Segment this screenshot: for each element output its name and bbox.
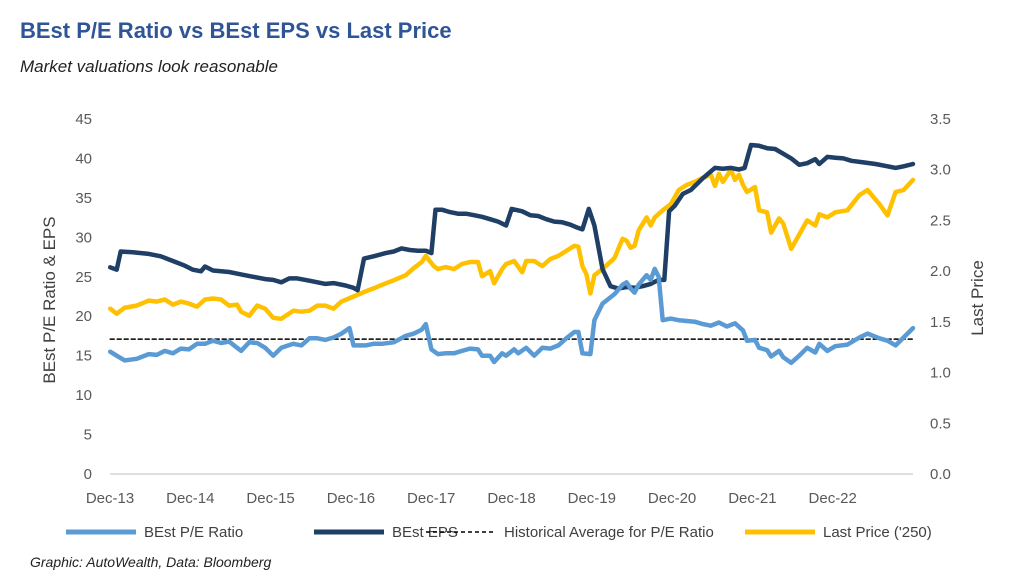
- legend-historical-average: Historical Average for P/E Ratio: [426, 524, 714, 541]
- last-price-line: [107, 167, 916, 322]
- x-tick-label: Dec-18: [487, 490, 535, 507]
- y-left-tick-label: 25: [75, 269, 92, 286]
- eps-line: [107, 142, 916, 293]
- y-left-tick-label: 20: [75, 308, 92, 325]
- y-right-tick-label: 1.0: [930, 365, 951, 382]
- y-left-tick-label: 5: [84, 427, 92, 444]
- series-layer: [107, 142, 916, 366]
- x-axis: Dec-13 Dec-14 Dec-15 Dec-16 Dec-17 Dec-18 Dec-…: [86, 473, 913, 507]
- y-left-tick-label: 30: [75, 229, 92, 246]
- legend-label: Last Price ('250): [823, 524, 932, 541]
- x-tick-label: Dec-20: [648, 490, 696, 507]
- y-right-tick-label: 3.0: [930, 162, 951, 179]
- pe-ratio-line: [107, 266, 916, 366]
- legend-label: BEst P/E Ratio: [144, 524, 243, 541]
- legend-last-price: Last Price ('250): [745, 524, 932, 541]
- y-right-tick-label: 0.5: [930, 415, 951, 432]
- x-tick-label: Dec-14: [166, 490, 214, 507]
- x-tick-label: Dec-16: [327, 490, 375, 507]
- x-tick-label: Dec-19: [568, 490, 616, 507]
- y-right-tick-label: 2.0: [930, 263, 951, 280]
- y-left-tick-label: 15: [75, 348, 92, 365]
- source-note: Graphic: AutoWealth, Data: Bloomberg: [30, 554, 272, 570]
- x-tick-label: Dec-22: [809, 490, 857, 507]
- y-left-tick-label: 40: [75, 150, 92, 167]
- legend: BEst P/E Ratio BEst EPS Historical Average…: [66, 524, 932, 541]
- legend-eps: BEst EPS: [314, 524, 458, 541]
- y-left-tick-label: 35: [75, 190, 92, 207]
- y-axis-left-title: BEst P/E Ratio & EPS: [40, 216, 59, 383]
- y-left-tick-label: 45: [75, 111, 92, 128]
- legend-label: BEst EPS: [392, 524, 458, 541]
- x-tick-label: Dec-13: [86, 490, 134, 507]
- x-tick-label: Dec-15: [246, 490, 294, 507]
- y-right-tick-label: 2.5: [930, 212, 951, 229]
- y-right-tick-label: 0.0: [930, 466, 951, 483]
- x-tick-label: Dec-17: [407, 490, 455, 507]
- y-axis-left: 0 5 10 15 20 25 30 35 40 45: [75, 111, 92, 483]
- y-axis-right-title: Last Price: [968, 260, 987, 336]
- y-left-tick-label: 10: [75, 387, 92, 404]
- x-tick-label: Dec-21: [728, 490, 776, 507]
- y-axis-right: 0.0 0.5 1.0 1.5 2.0 2.5 3.0 3.5: [930, 111, 951, 483]
- y-right-tick-label: 1.5: [930, 314, 951, 331]
- y-left-tick-label: 0: [84, 466, 92, 483]
- chart-subtitle: Market valuations look reasonable: [20, 57, 278, 76]
- legend-pe-ratio: BEst P/E Ratio: [66, 524, 243, 541]
- y-right-tick-label: 3.5: [930, 111, 951, 128]
- chart-title: BEst P/E Ratio vs BEst EPS vs Last Price: [20, 18, 452, 43]
- legend-label: Historical Average for P/E Ratio: [504, 524, 714, 541]
